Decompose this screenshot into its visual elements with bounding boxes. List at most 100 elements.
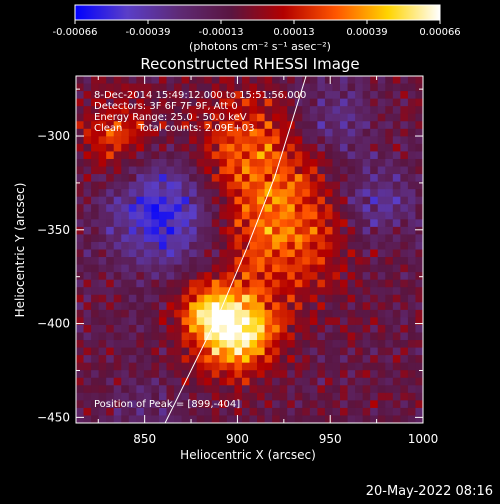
heatmap-cell: [362, 415, 371, 423]
heatmap-cell: [241, 211, 251, 220]
heatmap-cell: [226, 98, 236, 107]
heatmap-cell: [257, 407, 266, 417]
heatmap-cell: [181, 392, 190, 401]
heatmap-cell: [174, 143, 183, 153]
heatmap-cell: [407, 158, 417, 168]
heatmap-cell: [211, 83, 220, 92]
heatmap-cell: [385, 362, 394, 371]
heatmap-cell: [234, 219, 243, 228]
heatmap-cell: [241, 204, 251, 213]
heatmap-cell: [272, 83, 281, 92]
heatmap-cell: [151, 219, 160, 228]
heatmap-cell: [309, 136, 318, 145]
heatmap-cell: [294, 362, 303, 371]
heatmap-cell: [347, 166, 356, 175]
heatmap-cell: [226, 332, 236, 341]
heatmap-cell: [264, 324, 273, 334]
heatmap-cell: [174, 407, 183, 417]
heatmap-cell: [324, 106, 334, 115]
heatmap-cell: [279, 128, 288, 137]
heatmap-cell: [204, 377, 213, 386]
heatmap-cell: [143, 272, 153, 281]
heatmap-cell: [400, 174, 409, 183]
heatmap-cell: [128, 76, 137, 85]
heatmap-cell: [226, 279, 236, 288]
heatmap-cell: [128, 136, 137, 145]
heatmap-cell: [196, 204, 205, 213]
heatmap-cell: [234, 234, 243, 243]
heatmap-cell: [136, 302, 145, 311]
heatmap-cell: [279, 264, 288, 273]
heatmap-cell: [189, 204, 198, 213]
heatmap-cell: [332, 415, 341, 423]
heatmap-cell: [211, 249, 220, 258]
heatmap-cell: [121, 174, 130, 183]
heatmap-cell: [257, 392, 266, 401]
heatmap-cell: [158, 377, 168, 386]
heatmap-cell: [234, 249, 243, 258]
heatmap-cell: [317, 219, 326, 228]
heatmap-cell: [392, 166, 401, 175]
heatmap-cell: [113, 121, 122, 130]
heatmap-cell: [204, 407, 213, 417]
heatmap-cell: [415, 340, 423, 349]
heatmap-cell: [106, 415, 115, 423]
heatmap-cell: [407, 272, 417, 281]
heatmap-cell: [76, 196, 85, 205]
heatmap-cell: [204, 158, 213, 168]
heatmap-cell: [257, 400, 266, 409]
heatmap-cell: [309, 279, 318, 288]
heatmap-cell: [106, 106, 115, 115]
heatmap-cell: [332, 91, 341, 100]
heatmap-cell: [249, 370, 258, 379]
heatmap-cell: [249, 121, 258, 130]
heatmap-cell: [241, 279, 251, 288]
heatmap-cell: [166, 211, 175, 220]
heatmap-cell: [264, 407, 273, 417]
heatmap-cell: [264, 196, 273, 205]
heatmap-cell: [257, 264, 266, 273]
heatmap-cell: [287, 309, 296, 318]
heatmap-cell: [234, 98, 243, 107]
heatmap-cell: [355, 211, 364, 220]
heatmap-cell: [362, 98, 371, 107]
heatmap-cell: [309, 189, 318, 198]
heatmap-cell: [392, 113, 401, 122]
heatmap-cell: [302, 257, 311, 266]
heatmap-cell: [415, 377, 423, 386]
heatmap-cell: [211, 362, 220, 371]
heatmap-cell: [211, 324, 220, 334]
heatmap-cell: [279, 241, 288, 251]
heatmap-cell: [355, 370, 364, 379]
heatmap-cell: [317, 332, 326, 341]
heatmap-cell: [272, 106, 281, 115]
heatmap-cell: [91, 279, 100, 288]
heatmap-cell: [400, 181, 409, 190]
heatmap-cell: [151, 234, 160, 243]
heatmap-cell: [264, 294, 273, 303]
heatmap-cell: [211, 287, 220, 296]
heatmap-cell: [151, 76, 160, 85]
heatmap-cell: [272, 400, 281, 409]
heatmap-cell: [121, 143, 130, 153]
heatmap-cell: [113, 219, 122, 228]
heatmap-cell: [128, 158, 137, 168]
heatmap-cell: [181, 272, 190, 281]
heatmap-cell: [385, 83, 394, 92]
heatmap-cell: [106, 91, 115, 100]
heatmap-cell: [317, 158, 326, 168]
heatmap-cell: [189, 189, 198, 198]
heatmap-cell: [272, 76, 281, 85]
heatmap-cell: [204, 106, 213, 115]
heatmap-cell: [166, 324, 175, 334]
heatmap-cell: [143, 98, 153, 107]
heatmap-cell: [128, 166, 137, 175]
heatmap-cell: [181, 106, 190, 115]
heatmap-cell: [302, 211, 311, 220]
heatmap-cell: [317, 340, 326, 349]
heatmap-cell: [347, 151, 356, 160]
heatmap-cell: [91, 158, 100, 168]
heatmap-cell: [415, 174, 423, 183]
heatmap-cell: [226, 324, 236, 334]
heatmap-cell: [347, 204, 356, 213]
